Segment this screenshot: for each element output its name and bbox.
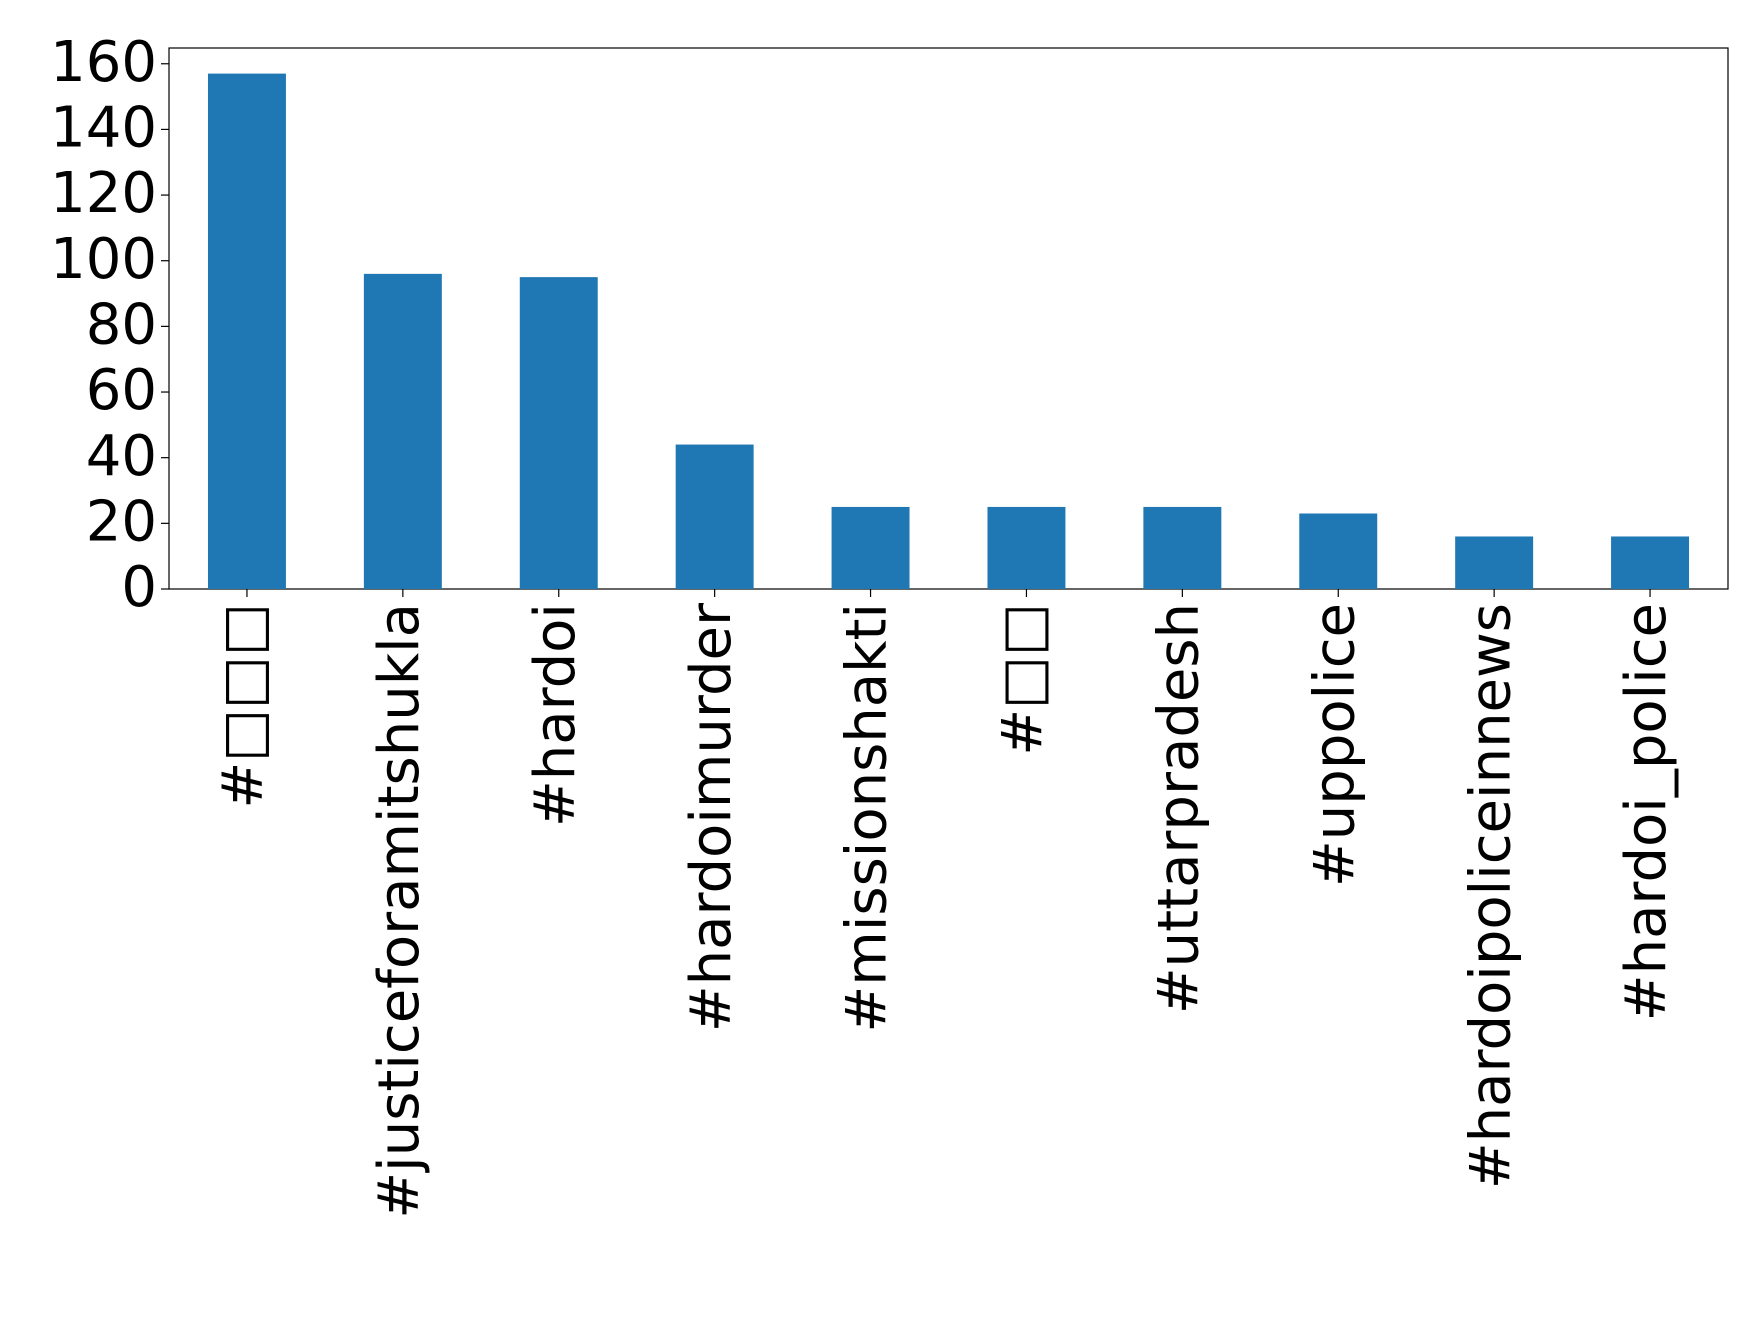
y-tick-label: 160 bbox=[50, 30, 157, 95]
bar bbox=[1455, 536, 1534, 589]
x-tick-label: #justiceforamitshukla bbox=[367, 603, 432, 1219]
bar bbox=[831, 506, 910, 589]
bar bbox=[519, 277, 598, 589]
y-tick-label: 40 bbox=[86, 424, 157, 489]
bar bbox=[363, 273, 442, 589]
bar bbox=[1611, 536, 1690, 589]
x-tick-label: #hardoi_police bbox=[1614, 603, 1679, 1021]
x-tick-label: #hardoi bbox=[523, 603, 588, 827]
y-tick-label: 140 bbox=[50, 96, 157, 161]
y-tick-label: 100 bbox=[50, 227, 157, 292]
bar bbox=[1299, 513, 1378, 589]
y-tick-label: 20 bbox=[86, 489, 157, 554]
plot-frame bbox=[168, 47, 1729, 590]
y-tick-label: 60 bbox=[86, 358, 157, 423]
x-tick-label: #missionshakti bbox=[835, 603, 900, 1033]
x-tick-label: #hardoipoliceinnews bbox=[1458, 603, 1523, 1189]
bar bbox=[207, 73, 286, 589]
x-tick-label: #uppolice bbox=[1302, 603, 1367, 887]
y-tick-label: 0 bbox=[121, 555, 157, 620]
x-tick-label: #□□□ bbox=[211, 603, 276, 809]
x-tick-label: #□□ bbox=[991, 603, 1056, 756]
x-tick-label: #hardoimurder bbox=[679, 602, 744, 1032]
x-tick-label: #uttarpradesh bbox=[1146, 603, 1211, 1014]
y-tick-label: 80 bbox=[86, 293, 157, 358]
bar bbox=[987, 506, 1066, 589]
bar bbox=[675, 444, 754, 589]
y-tick-label: 120 bbox=[50, 161, 157, 226]
bar bbox=[1143, 506, 1222, 589]
